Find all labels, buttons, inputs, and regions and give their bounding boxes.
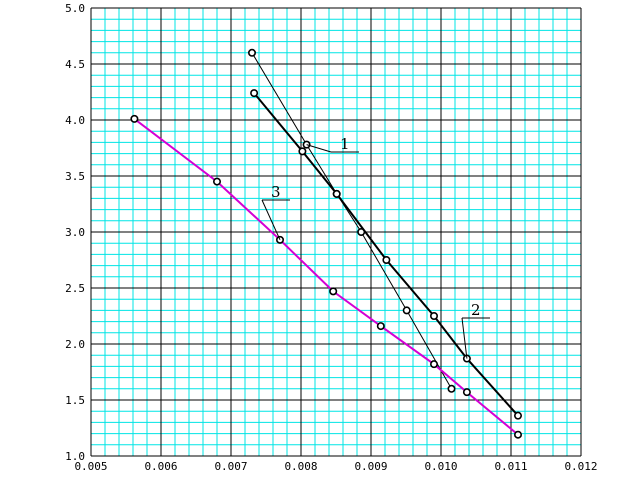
- annotation-label-3: 3: [271, 183, 281, 201]
- annotation-label-1: 1: [340, 135, 350, 153]
- x-tick-label: 0.010: [424, 460, 457, 473]
- y-tick-label: 4.0: [65, 114, 85, 127]
- series-2-point: [382, 255, 391, 264]
- x-tick-label: 0.011: [494, 460, 527, 473]
- y-tick-label: 1.0: [65, 450, 85, 463]
- y-tick-label: 2.5: [65, 282, 85, 295]
- series-layer: [130, 48, 522, 439]
- y-tick-label: 4.5: [65, 58, 85, 71]
- series-3-point: [513, 430, 522, 439]
- series-3-point: [429, 360, 438, 369]
- y-tick-label: 1.5: [65, 394, 85, 407]
- major-grid: [90, 7, 582, 457]
- series-3-line: [133, 118, 519, 436]
- series-1-point: [302, 140, 311, 149]
- series-2-point: [429, 311, 438, 320]
- series-3-point: [329, 287, 338, 296]
- y-tick-label: 5.0: [65, 2, 85, 15]
- x-tick-label: 0.007: [214, 460, 247, 473]
- series-2-point: [332, 189, 341, 198]
- series-3-point: [462, 388, 471, 397]
- annotation-leader-line: [261, 199, 281, 241]
- annotation-layer: 1 2 3: [261, 135, 490, 359]
- series-1-point: [248, 48, 257, 57]
- series-1-line: [251, 52, 452, 390]
- x-tick-label: 0.008: [284, 460, 317, 473]
- annotation-label-2: 2: [471, 301, 481, 319]
- series-2-point: [298, 147, 307, 156]
- x-tick-label: 0.012: [564, 460, 597, 473]
- y-tick-label: 3.5: [65, 170, 85, 183]
- x-axis-tick-labels: 0.005 0.006 0.007 0.008 0.009 0.010 0.011 0.012: [74, 460, 597, 473]
- x-tick-label: 0.005: [74, 460, 107, 473]
- annotation-leader-line: [461, 317, 468, 359]
- y-tick-label: 3.0: [65, 226, 85, 239]
- x-tick-label: 0.006: [144, 460, 177, 473]
- series-3-point: [213, 177, 222, 186]
- y-tick-label: 2.0: [65, 338, 85, 351]
- annotation-leader-line: [306, 144, 332, 153]
- series-1-point: [447, 384, 456, 393]
- series-2-point: [513, 411, 522, 420]
- series-1-point: [402, 306, 411, 315]
- series-3-point: [130, 114, 139, 123]
- series-3-point: [376, 322, 385, 331]
- x-tick-label: 0.009: [354, 460, 387, 473]
- y-axis-tick-labels: 5.0 4.5 4.0 3.5 3.0 2.5 2.0 1.5 1.0: [65, 2, 85, 463]
- series-2-point: [250, 89, 259, 98]
